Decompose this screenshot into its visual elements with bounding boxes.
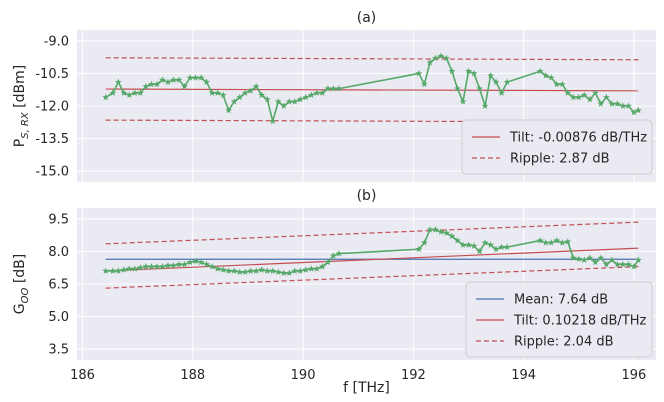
y-axis-label-unit: [dBm] <box>12 65 28 113</box>
y-tick-label: 9.5 <box>48 212 69 227</box>
y-axis-label-unit: [dB] <box>12 254 28 288</box>
panel-title: (a) <box>357 10 377 26</box>
legend-label: Ripple: 2.87 dB <box>510 152 610 167</box>
y-tick-label: -13.5 <box>35 132 69 147</box>
y-tick-label: 3.5 <box>48 343 69 358</box>
y-axis-label-main: P <box>12 139 28 147</box>
panel-title: (b) <box>357 188 377 204</box>
y-tick-label: 8.0 <box>48 245 69 260</box>
y-tick-label: -15.0 <box>35 165 69 180</box>
legend-label: Ripple: 2.04 dB <box>514 335 614 350</box>
x-tick-label: 192 <box>401 368 426 383</box>
y-tick-label: 6.5 <box>48 278 69 293</box>
y-tick-label: -10.5 <box>35 67 69 82</box>
x-tick-label: 196 <box>622 368 647 383</box>
y-tick-label: 5.0 <box>48 310 69 325</box>
y-axis-label-subscript: OO <box>20 288 31 304</box>
y-tick-label: -9.0 <box>44 34 69 49</box>
y-axis-label-main: G <box>12 303 28 314</box>
x-tick-label: 186 <box>70 368 95 383</box>
panel-b: 3.5 5.0 6.5 8.0 9.5 186 188 190 192 194 196 f [THz]… <box>12 188 656 396</box>
x-tick-label: 194 <box>511 368 536 383</box>
x-axis-label: f [THz] <box>343 380 390 396</box>
legend-label: Tilt: 0.10218 dB/THz <box>513 314 647 329</box>
y-axis-label: PS, RX [dBm] <box>12 65 31 147</box>
y-axis-label-subscript: S, RX <box>20 111 31 139</box>
legend-label: Mean: 7.64 dB <box>514 293 608 308</box>
x-tick-label: 190 <box>291 368 316 383</box>
legend-label: Tilt: -0.00876 dB/THz <box>509 131 647 146</box>
x-tick-label: 188 <box>180 368 205 383</box>
panel-a: -9.0 -10.5 -12.0 -13.5 -15.0 (a) PS, RX [dBm] T… <box>12 10 656 182</box>
y-axis-label: GOO [dB] <box>12 254 31 314</box>
y-tick-label: -12.0 <box>35 100 69 115</box>
